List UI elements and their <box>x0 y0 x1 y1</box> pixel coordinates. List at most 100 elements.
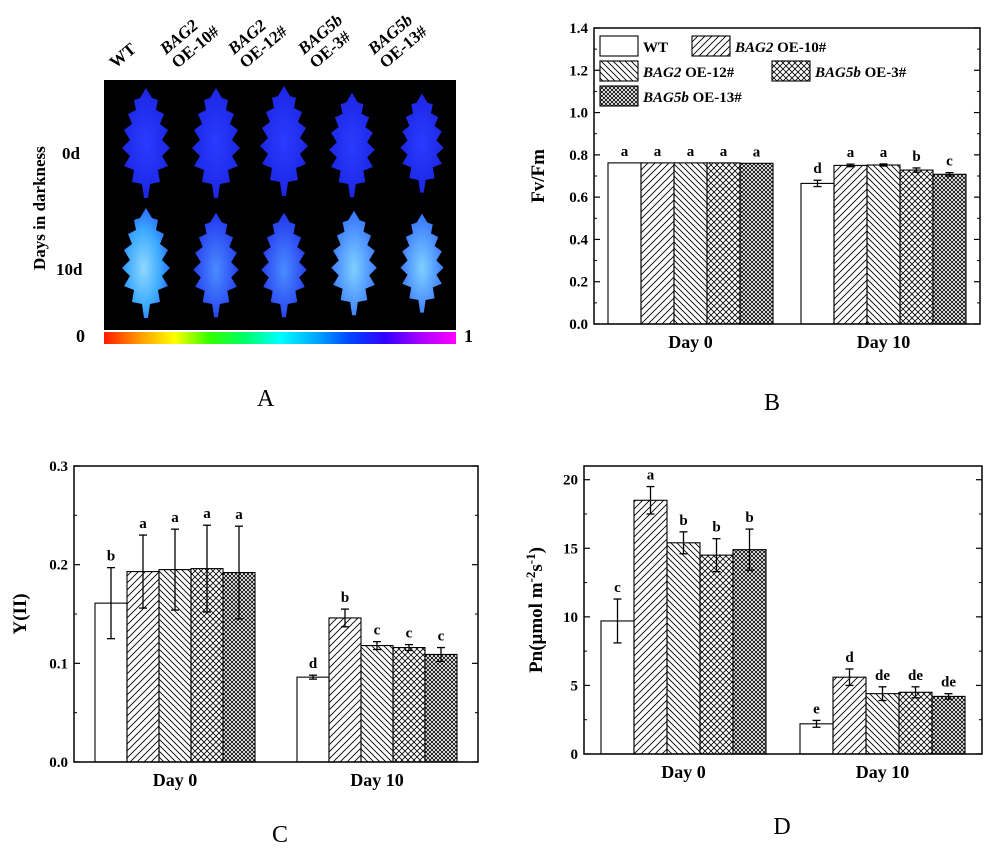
y-label-part: Pn(μmol m <box>526 582 547 673</box>
legend-swatch <box>599 85 639 107</box>
significance-letter: a <box>235 507 243 523</box>
significance-letter: c <box>946 154 953 170</box>
leaf-images <box>122 86 444 318</box>
legend-swatch <box>599 60 639 82</box>
legend-line: OE-13# <box>689 90 742 106</box>
bar <box>706 162 741 325</box>
x-category-label: Day 0 <box>668 332 713 352</box>
leaf-10d-bag2-oe12 <box>261 212 307 318</box>
leaf-0d-wt <box>122 88 170 198</box>
significance-letter: a <box>171 510 179 526</box>
row-label-0d: 0d <box>62 144 80 163</box>
bar <box>739 162 774 325</box>
bar <box>607 162 642 325</box>
significance-letter: d <box>813 161 822 177</box>
y-axis-label: Fv/Fm <box>528 149 549 203</box>
significance-letter: a <box>621 144 629 160</box>
y-tick-label: 0.6 <box>569 190 588 206</box>
legend-gene: BAG5b <box>814 65 861 81</box>
y-axis-label: Pn(μmol m-2s-1) <box>523 547 547 673</box>
bar <box>699 554 734 755</box>
bar <box>633 499 668 755</box>
column-line: WT <box>105 39 140 72</box>
panel-letter: D <box>773 814 790 840</box>
x-category-label: Day 0 <box>661 762 706 782</box>
significance-letter: a <box>880 145 888 161</box>
legend-entry: WT <box>643 40 668 56</box>
significance-letter: a <box>647 468 655 484</box>
y-tick-label: 1.2 <box>569 63 588 79</box>
significance-letter: b <box>712 520 720 536</box>
panel-letter: B <box>764 390 780 416</box>
panel-letter: C <box>272 822 288 848</box>
y-label-sup: -1 <box>523 553 538 564</box>
legend-line: WT <box>643 40 668 56</box>
bar <box>673 162 708 325</box>
row-label-10d: 10d <box>56 260 83 279</box>
significance-letter: d <box>845 650 854 666</box>
column-label-2: BAG2 OE-12# <box>224 9 290 72</box>
y-tick-label: 0.4 <box>569 232 588 248</box>
bar <box>640 162 675 325</box>
leaf-0d-bag5b-oe3 <box>329 92 375 198</box>
colorbar-min-label: 0 <box>76 326 85 346</box>
bar <box>899 169 934 325</box>
column-label-3: BAG5b OE-3# <box>294 10 358 72</box>
bar <box>931 695 966 755</box>
y-tick-label: 5 <box>571 678 579 694</box>
y-tick-label: 15 <box>563 541 578 557</box>
significance-letter: b <box>912 149 920 165</box>
legend-swatch <box>771 60 811 82</box>
legend-line: OE-10# <box>773 40 826 56</box>
legend-entry: BAG5b OE-13# <box>642 90 742 106</box>
legend-swatch <box>599 35 639 57</box>
bar <box>328 617 362 763</box>
y-tick-label: 0.0 <box>49 755 68 771</box>
bar <box>898 691 933 755</box>
significance-letter: a <box>847 145 855 161</box>
significance-letter: e <box>813 701 820 717</box>
bar <box>832 676 867 755</box>
significance-letter: a <box>203 506 211 522</box>
bar <box>360 645 394 763</box>
significance-letter: c <box>438 629 445 645</box>
y-tick-label: 1.0 <box>569 106 588 122</box>
y-tick-label: 10 <box>563 610 578 626</box>
significance-letter: c <box>374 623 381 639</box>
bar <box>800 182 835 325</box>
y-tick-label: 20 <box>563 473 578 489</box>
bar <box>424 653 458 763</box>
y-tick-label: 0.2 <box>49 558 68 574</box>
significance-letter: a <box>654 144 662 160</box>
y-tick-label: 1.4 <box>569 21 588 37</box>
leaf-0d-bag2-oe10 <box>192 88 240 198</box>
y-tick-label: 0.0 <box>569 317 588 333</box>
y-label-part: s <box>526 564 547 571</box>
bar <box>666 542 701 755</box>
plot-frame <box>73 465 479 763</box>
legend-line: OE-12# <box>681 65 734 81</box>
bar <box>866 164 901 325</box>
legend-entry: BAG2 OE-12# <box>642 65 735 81</box>
fluorescence-image <box>104 80 456 330</box>
leaf-10d-bag5b-oe3 <box>331 210 377 316</box>
significance-letter: de <box>941 675 956 691</box>
significance-letter: de <box>908 668 923 684</box>
x-category-label: Day 0 <box>153 770 198 790</box>
column-label-0: WT <box>105 39 140 72</box>
bar <box>732 549 767 755</box>
x-category-label: Day 10 <box>857 332 911 352</box>
y-tick-label: 0.3 <box>49 459 68 475</box>
colorbar-max-label: 1 <box>464 326 473 346</box>
significance-letter: a <box>720 144 728 160</box>
bar <box>799 723 834 755</box>
legend-gene: BAG2 <box>734 40 774 56</box>
legend-gene: BAG5b <box>642 90 689 106</box>
days-in-darkness-label: Days in darkness <box>30 146 49 270</box>
significance-letter: b <box>341 590 349 606</box>
leaf-10d-bag5b-oe13 <box>400 213 444 313</box>
colorbar <box>104 332 456 344</box>
legend-gene: BAG2 <box>642 65 682 81</box>
significance-letter: c <box>614 580 621 596</box>
legend-line: OE-3# <box>861 65 907 81</box>
